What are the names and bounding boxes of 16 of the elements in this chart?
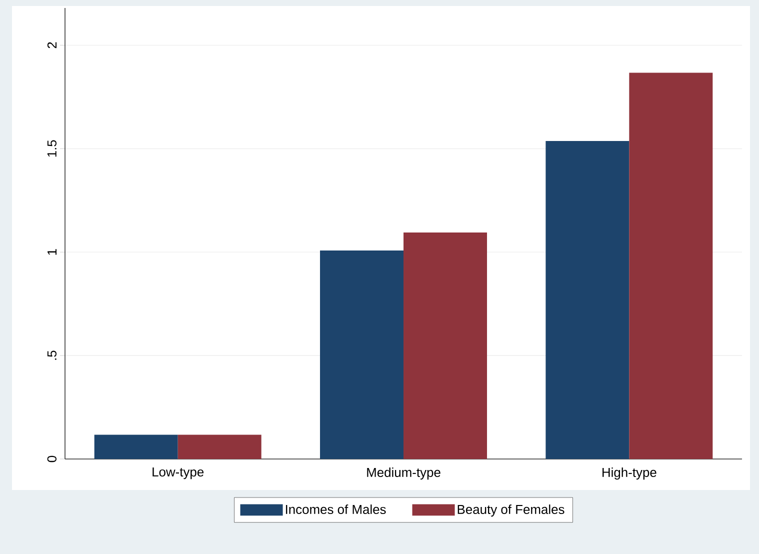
y-tick-label: 2 [47, 42, 56, 48]
bar [94, 434, 178, 459]
y-tick-label: 1 [48, 249, 56, 255]
x-tick-label: Low-type [152, 468, 204, 480]
x-tick-label: High-type [602, 468, 656, 480]
y-tick-label: .5 [47, 350, 56, 360]
bar [546, 141, 630, 459]
bar [629, 72, 713, 459]
x-tick-label: Medium-type [367, 468, 440, 480]
bar [404, 232, 488, 459]
y-tick-label: 1.5 [47, 140, 56, 157]
legend-label: Incomes of Males [286, 504, 386, 514]
bar [178, 434, 262, 459]
y-tick-label: 0 [47, 456, 56, 462]
legend-label: Beauty of Females [458, 504, 564, 517]
bar [320, 250, 404, 459]
